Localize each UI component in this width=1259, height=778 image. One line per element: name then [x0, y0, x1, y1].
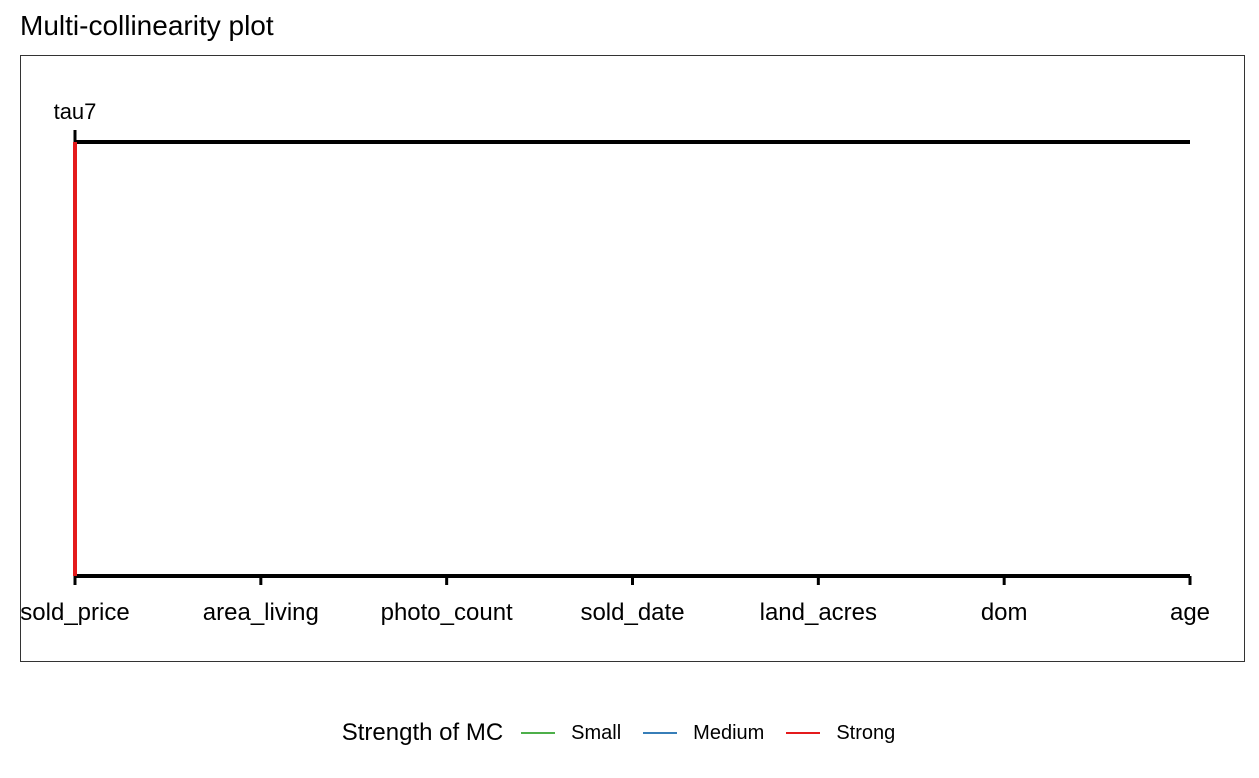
- x-tick-label-age: age: [1170, 599, 1210, 626]
- legend-key-medium: [643, 732, 678, 734]
- legend: Strength of MC Small Medium Strong: [0, 713, 1259, 753]
- legend-item-medium: Medium: [643, 722, 764, 745]
- legend-item-small: Small: [521, 722, 621, 745]
- x-tick-label-sold-price: sold_price: [20, 599, 129, 626]
- legend-key-small: [521, 732, 556, 734]
- x-tick-label-land-acres: land_acres: [760, 599, 877, 626]
- plot-panel: [20, 55, 1245, 662]
- chart-title: Multi-collinearity plot: [20, 10, 274, 41]
- x-tick-label-area-living: area_living: [203, 599, 319, 626]
- legend-label-medium: Medium: [693, 721, 765, 744]
- x-tick-label-dom: dom: [981, 599, 1028, 626]
- legend-label-small: Small: [571, 721, 622, 744]
- mc-plot: sold_price area_living photo_count sold_dat…: [20, 99, 1210, 626]
- x-tick-label-photo-count: photo_count: [381, 599, 513, 626]
- tau7-label: tau7: [54, 99, 97, 124]
- x-tick-label-sold-date: sold_date: [580, 599, 684, 626]
- legend-label-strong: Strong: [836, 721, 896, 744]
- legend-item-strong: Strong: [786, 722, 895, 745]
- legend-title: Strength of MC: [341, 719, 504, 746]
- legend-key-strong: [786, 732, 821, 734]
